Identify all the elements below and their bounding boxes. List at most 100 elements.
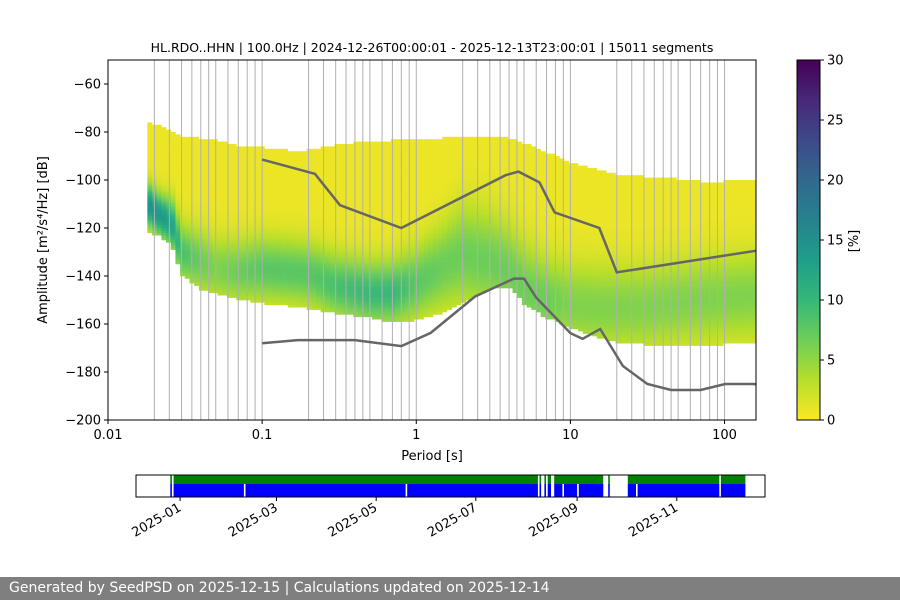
heatmap-cell (432, 237, 438, 241)
heatmap-cell (194, 256, 200, 260)
heatmap-cell (184, 273, 190, 277)
heatmap-cell (194, 266, 200, 270)
heatmap-cell (203, 276, 209, 279)
heatmap-cell (334, 204, 340, 207)
heatmap-cell (428, 271, 434, 274)
heatmap-cell (297, 184, 303, 188)
heatmap-cell (489, 280, 495, 284)
heatmap-cell (358, 247, 364, 250)
heatmap-cell (269, 254, 275, 258)
heatmap-cell (353, 141, 359, 145)
heatmap-cell (334, 244, 340, 248)
heatmap-cell (269, 259, 275, 262)
heatmap-cell (395, 148, 401, 152)
heatmap-cell (236, 235, 242, 238)
heatmap-cell (334, 254, 340, 258)
heatmap-cell (423, 240, 429, 243)
heatmap-cell (442, 175, 448, 178)
heatmap-cell (489, 146, 495, 150)
heatmap-cell (278, 170, 284, 174)
heatmap-cell (372, 285, 378, 289)
heatmap-cell (400, 189, 406, 193)
heatmap-cell (156, 192, 162, 195)
heatmap-cell (283, 276, 289, 279)
heatmap-cell (456, 278, 462, 282)
heatmap-cell (255, 177, 261, 181)
heatmap-cell (358, 225, 364, 229)
heatmap-cell (231, 189, 237, 193)
heatmap-cell (358, 304, 364, 308)
heatmap-cell (418, 199, 424, 202)
heatmap-cell (231, 240, 237, 243)
heatmap-cell (184, 160, 190, 164)
heatmap-cell (231, 168, 237, 171)
heatmap-cell (334, 168, 340, 171)
heatmap-cell (198, 194, 204, 198)
heatmap-cell (386, 235, 392, 238)
heatmap-cell (372, 184, 378, 188)
heatmap-cell (409, 249, 415, 253)
heatmap-cell (217, 290, 223, 294)
heatmap-cell (461, 247, 467, 250)
heatmap-cell (395, 168, 401, 171)
heatmap-cell (461, 235, 467, 238)
heatmap-cell (376, 249, 382, 253)
heatmap-cell (203, 182, 209, 186)
heatmap-cell (180, 271, 186, 274)
heatmap-cell (231, 160, 237, 164)
heatmap-cell (198, 249, 204, 253)
heatmap-cell (217, 249, 223, 253)
heatmap-cell (287, 288, 293, 291)
heatmap-cell (339, 268, 345, 272)
heatmap-cell (180, 225, 186, 229)
heatmap-cell (311, 307, 317, 310)
heatmap-cell (287, 168, 293, 171)
heatmap-cell (461, 297, 467, 301)
heatmap-cell (348, 278, 354, 282)
heatmap-cell (250, 163, 256, 166)
heatmap-cell (390, 146, 396, 150)
heatmap-cell (156, 139, 162, 142)
heatmap-cell (329, 300, 335, 303)
heatmap-cell (325, 266, 331, 270)
heatmap-cell (456, 266, 462, 270)
heatmap-cell (437, 244, 443, 248)
heatmap-cell (194, 240, 200, 243)
heatmap-cell (175, 168, 181, 171)
heatmap-cell (198, 153, 204, 157)
heatmap-cell (446, 304, 452, 308)
heatmap-cell (428, 297, 434, 301)
heatmap-cell (484, 139, 490, 142)
heatmap-cell (311, 295, 317, 298)
heatmap-cell (236, 240, 242, 243)
heatmap-cell (446, 254, 452, 258)
heatmap-cell (437, 204, 443, 207)
heatmap-cell (278, 261, 284, 265)
heatmap-cell (278, 168, 284, 171)
heatmap-cell (390, 309, 396, 313)
heatmap-cell (269, 211, 275, 214)
heatmap-cell (465, 180, 471, 183)
heatmap-cell (428, 256, 434, 260)
heatmap-cell (180, 220, 186, 224)
heatmap-cell (390, 148, 396, 152)
heatmap-cell (446, 232, 452, 236)
heatmap-cell (442, 184, 448, 188)
heatmap-cell (170, 172, 176, 176)
heatmap-cell (400, 276, 406, 279)
heatmap-cell (292, 290, 298, 294)
heatmap-cell (437, 158, 443, 162)
heatmap-cell (372, 156, 378, 159)
heatmap-cell (198, 259, 204, 262)
heatmap-cell (353, 249, 359, 253)
heatmap-cell (484, 153, 490, 157)
heatmap-cell (339, 292, 345, 296)
heatmap-cell (161, 223, 167, 226)
heatmap-cell (484, 177, 490, 181)
heatmap-cell (404, 163, 410, 166)
heatmap-cell (409, 302, 415, 306)
heatmap-cell (297, 228, 303, 231)
heatmap-cell (404, 192, 410, 195)
heatmap-cell (409, 225, 415, 229)
heatmap-cell (353, 230, 359, 234)
